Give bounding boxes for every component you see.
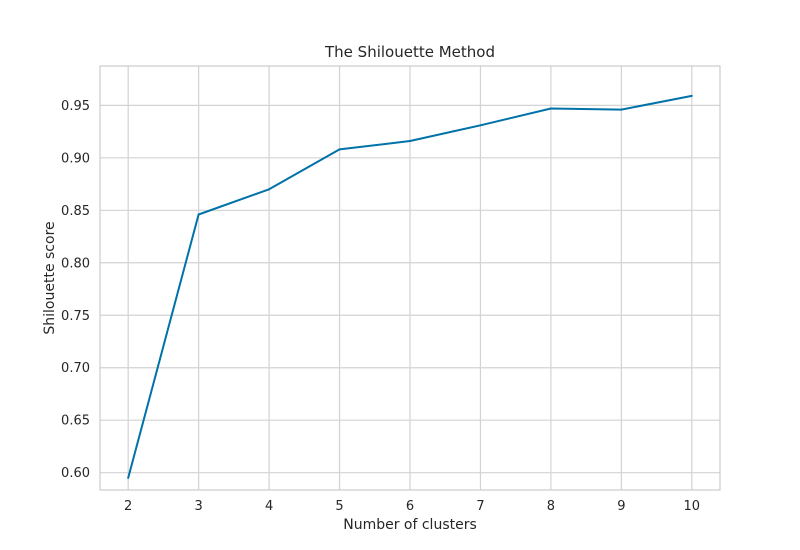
- x-tick-label: 9: [617, 499, 625, 514]
- x-axis-label: Number of clusters: [343, 517, 477, 533]
- x-tick-label: 10: [684, 499, 701, 514]
- data-point: [690, 94, 693, 97]
- axis-ticks: 2 3 4 5 6 7 8 9 10 0.60 0.65 0.70 0.75 0.80 0.85 0.90 0.…: [61, 99, 700, 514]
- data-point: [620, 108, 623, 111]
- y-tick-label: 0.70: [61, 361, 90, 376]
- x-tick-label: 7: [476, 499, 484, 514]
- y-tick-label: 0.75: [61, 309, 90, 324]
- x-tick-label: 6: [406, 499, 414, 514]
- x-tick-label: 4: [265, 499, 273, 514]
- data-point: [409, 140, 411, 143]
- data-point: [338, 148, 341, 151]
- plot-area-frame: [99, 65, 721, 491]
- x-tick-label: 5: [335, 499, 343, 514]
- data-point: [197, 213, 200, 216]
- grid-lines: [100, 66, 720, 490]
- x-tick-label: 8: [547, 499, 555, 514]
- chart-title: The Shilouette Method: [324, 43, 495, 61]
- data-point: [268, 188, 271, 191]
- y-tick-label: 0.95: [61, 99, 90, 114]
- data-point: [479, 124, 482, 127]
- y-tick-label: 0.65: [61, 414, 90, 429]
- y-tick-label: 0.90: [61, 151, 90, 166]
- y-axis-label: Shilouette score: [42, 221, 58, 334]
- data-point: [127, 476, 130, 479]
- y-tick-label: 0.80: [61, 256, 90, 271]
- x-tick-label: 2: [124, 499, 132, 514]
- y-tick-label: 0.85: [61, 204, 90, 219]
- data-point: [549, 107, 552, 110]
- x-tick-label: 3: [194, 499, 202, 514]
- y-tick-label: 0.60: [61, 466, 90, 481]
